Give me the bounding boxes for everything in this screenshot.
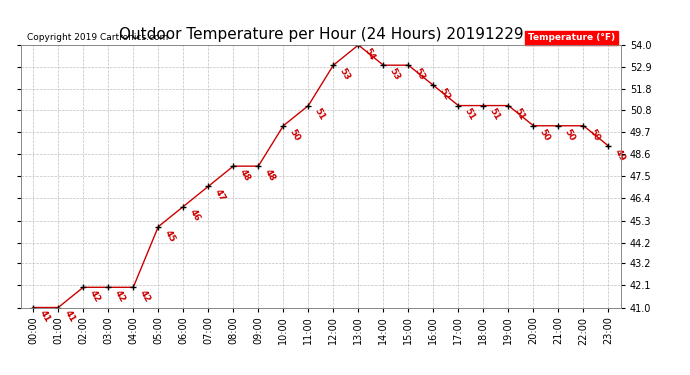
Text: 50: 50: [562, 127, 577, 142]
Text: 41: 41: [62, 309, 77, 324]
Text: 53: 53: [388, 67, 402, 82]
Text: 51: 51: [513, 107, 526, 122]
Text: 42: 42: [112, 289, 126, 304]
Text: 54: 54: [362, 46, 377, 62]
Text: 50: 50: [588, 127, 602, 142]
Text: 52: 52: [437, 87, 452, 102]
Text: 50: 50: [288, 127, 302, 142]
Text: 47: 47: [213, 188, 226, 203]
Text: 50: 50: [538, 127, 551, 142]
Text: Copyright 2019 Cartronics.com: Copyright 2019 Cartronics.com: [27, 33, 168, 42]
Text: 48: 48: [262, 168, 277, 183]
Text: 41: 41: [37, 309, 52, 324]
Text: 46: 46: [188, 208, 201, 224]
Text: 42: 42: [137, 289, 152, 304]
Title: Outdoor Temperature per Hour (24 Hours) 20191229: Outdoor Temperature per Hour (24 Hours) …: [119, 27, 523, 42]
Text: 45: 45: [162, 228, 177, 243]
Text: 42: 42: [88, 289, 101, 304]
Text: 48: 48: [237, 168, 252, 183]
Text: 51: 51: [462, 107, 477, 122]
Text: 53: 53: [337, 67, 352, 82]
Text: 49: 49: [613, 147, 627, 163]
Text: 53: 53: [413, 67, 426, 82]
Text: Temperature (°F): Temperature (°F): [528, 33, 615, 42]
Text: 51: 51: [313, 107, 326, 122]
Text: 51: 51: [488, 107, 502, 122]
